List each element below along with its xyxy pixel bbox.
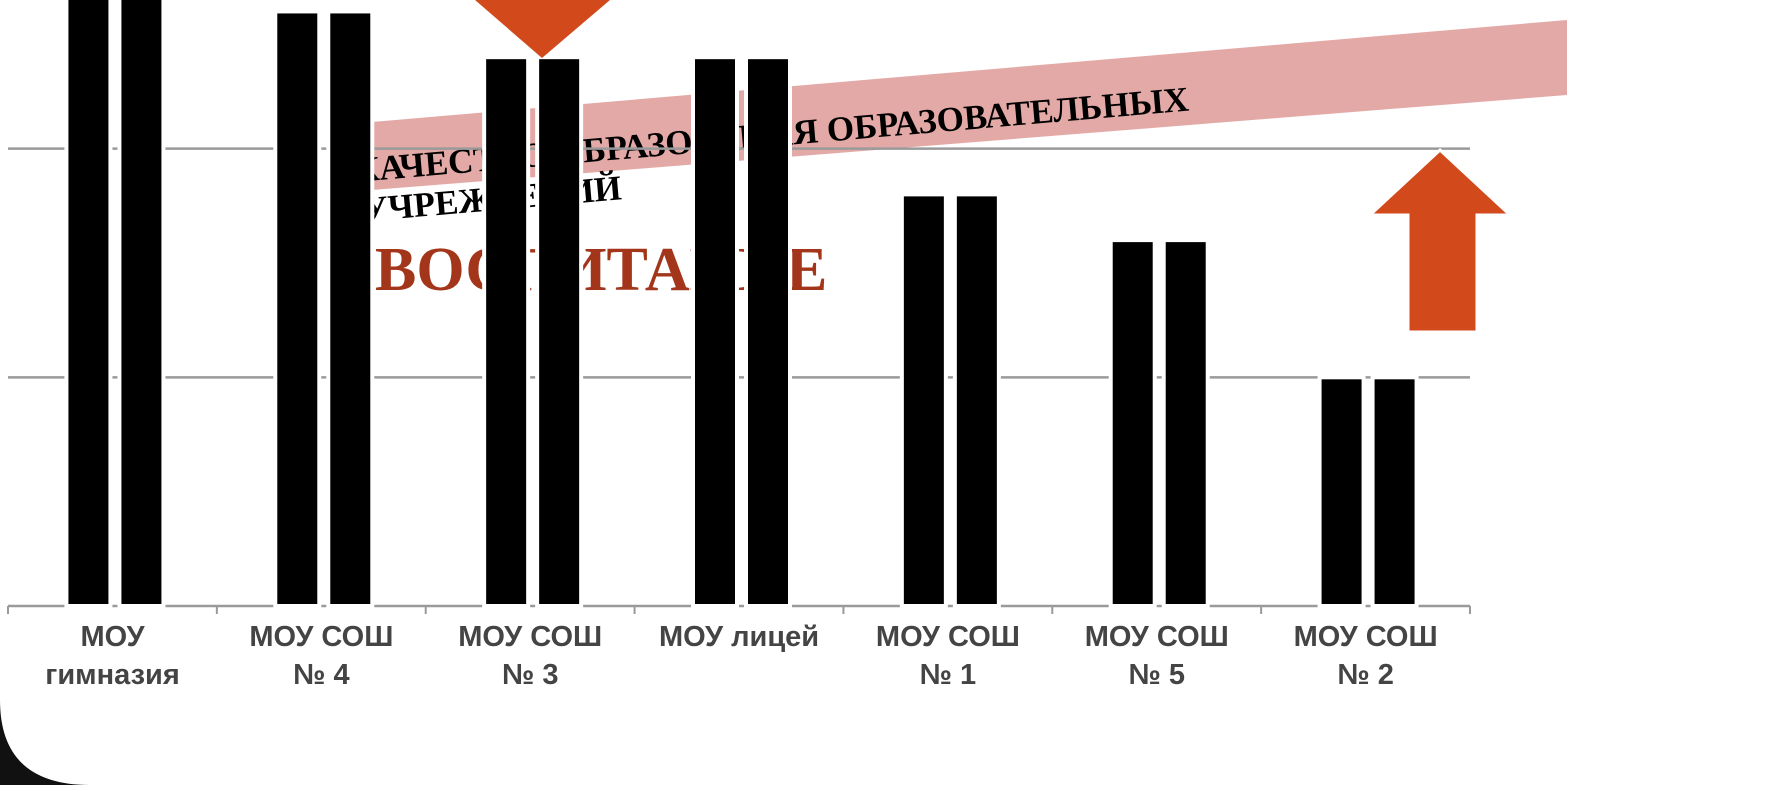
bar	[326, 9, 375, 609]
x-tick-label: МОУ СОШ № 1	[875, 621, 1020, 691]
x-tick-label: МОУ гимназия	[45, 621, 180, 691]
bar	[482, 55, 531, 609]
bar	[744, 55, 792, 609]
bar	[64, 0, 113, 608]
bar	[535, 55, 584, 609]
corner	[0, 700, 90, 785]
x-tick-label: МОУ СОШ № 3	[458, 621, 603, 691]
x-tick-label: МОУ СОШ № 5	[1084, 621, 1229, 691]
bar	[1370, 375, 1419, 608]
arrow-up	[1366, 147, 1514, 334]
bar	[1161, 238, 1210, 608]
x-tick-label: МОУ СОШ № 4	[249, 621, 394, 691]
bar	[1317, 375, 1366, 608]
bar	[899, 192, 948, 609]
bar	[691, 55, 739, 609]
x-tick-label: МОУ СОШ № 2	[1293, 621, 1438, 691]
bar	[273, 9, 322, 609]
bar	[117, 0, 166, 608]
bar	[952, 192, 1001, 609]
bar	[1108, 238, 1157, 608]
plot	[7, 0, 1471, 614]
x-tick-label: МОУ лицей	[659, 621, 820, 653]
arrow-down	[475, 0, 610, 58]
